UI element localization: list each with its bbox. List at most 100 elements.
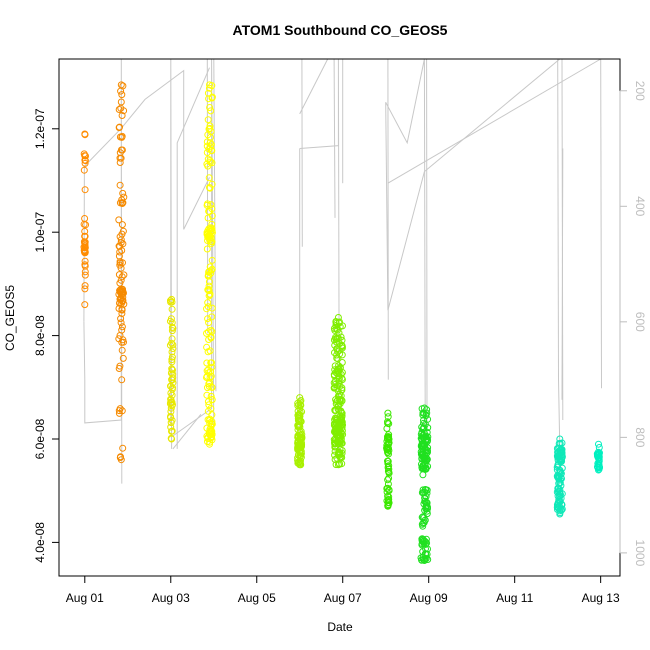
data-point xyxy=(204,89,212,97)
data-point xyxy=(294,454,302,462)
data-point xyxy=(331,439,339,447)
data-point xyxy=(384,418,391,426)
data-point xyxy=(336,318,343,326)
data-point xyxy=(205,336,213,343)
data-point xyxy=(80,243,88,251)
data-point xyxy=(208,212,216,220)
data-point xyxy=(168,427,176,435)
data-point xyxy=(207,405,215,412)
data-point xyxy=(422,504,430,512)
data-point xyxy=(204,116,212,124)
data-point xyxy=(118,247,126,254)
data-point xyxy=(294,407,302,415)
data-point xyxy=(205,383,213,390)
data-point xyxy=(334,348,342,356)
data-point xyxy=(117,456,125,464)
data-point xyxy=(208,93,216,101)
data-point xyxy=(205,232,213,240)
y-tick-label: 8.0e-08 xyxy=(33,315,47,356)
data-point xyxy=(168,335,176,343)
x-tick-label: Aug 09 xyxy=(410,591,448,605)
data-point xyxy=(208,227,216,235)
data-point xyxy=(116,279,124,287)
data-point xyxy=(81,301,89,309)
data-point xyxy=(383,444,391,452)
data-point xyxy=(339,421,346,429)
data-point xyxy=(118,323,126,331)
data-point xyxy=(166,400,174,408)
data-point xyxy=(167,315,175,323)
data-point xyxy=(420,557,428,564)
data-point xyxy=(295,441,303,449)
data-point xyxy=(423,501,431,509)
pressure-axis: 200 400 600 800 1000 xyxy=(619,81,647,567)
data-point xyxy=(116,405,124,413)
data-point xyxy=(420,465,427,472)
data-points xyxy=(80,81,603,564)
data-point xyxy=(166,341,174,349)
data-point xyxy=(203,160,211,168)
profile-line-20 xyxy=(387,58,601,184)
data-point xyxy=(424,415,432,423)
profile-line-3 xyxy=(120,69,210,230)
data-point xyxy=(116,362,124,370)
data-point xyxy=(167,389,175,397)
profile-line-17 xyxy=(385,58,426,461)
data-point xyxy=(330,371,338,379)
y2-tick-label: 400 xyxy=(633,196,647,216)
data-point xyxy=(205,272,213,280)
data-point xyxy=(335,373,343,380)
data-point xyxy=(555,472,563,480)
chart-title: ATOM1 Southbound CO_GEOS5 xyxy=(233,22,448,38)
data-point xyxy=(422,411,430,419)
data-point xyxy=(168,376,176,384)
profile-line-8 xyxy=(176,67,210,449)
data-point xyxy=(203,329,210,337)
data-point xyxy=(81,247,89,255)
data-point xyxy=(556,448,564,456)
data-point xyxy=(419,411,427,419)
data-point xyxy=(556,435,564,443)
cluster-9 xyxy=(593,440,603,474)
data-point xyxy=(81,152,89,160)
data-point xyxy=(206,379,214,386)
data-point xyxy=(208,147,216,155)
data-point xyxy=(423,489,431,497)
data-point xyxy=(204,366,212,374)
data-point xyxy=(116,295,124,303)
data-point xyxy=(418,540,426,548)
data-point xyxy=(207,427,215,434)
data-point xyxy=(338,342,346,350)
data-point xyxy=(205,292,213,300)
data-point xyxy=(558,464,566,472)
profile-line-13 xyxy=(299,58,329,115)
data-point xyxy=(115,124,123,132)
data-point xyxy=(384,476,392,484)
data-point xyxy=(117,87,125,95)
data-point xyxy=(296,411,303,419)
data-point xyxy=(421,454,429,461)
data-point xyxy=(117,104,125,112)
data-point xyxy=(204,315,212,323)
data-point xyxy=(117,81,125,89)
data-point xyxy=(81,159,89,167)
profile-line-23 xyxy=(600,58,602,389)
data-point xyxy=(206,81,213,89)
data-point xyxy=(332,400,340,408)
data-point xyxy=(118,221,126,229)
data-point xyxy=(117,453,124,461)
data-point xyxy=(208,224,216,232)
data-point xyxy=(80,166,88,174)
cluster-5 xyxy=(330,314,347,469)
data-point xyxy=(81,186,89,194)
data-point xyxy=(204,214,212,222)
data-point xyxy=(204,303,212,311)
data-point xyxy=(420,404,428,412)
data-point xyxy=(207,107,215,115)
data-point xyxy=(418,460,425,468)
data-point xyxy=(594,454,602,462)
data-point xyxy=(332,333,339,341)
data-point xyxy=(203,343,211,351)
plot-area xyxy=(58,58,621,577)
